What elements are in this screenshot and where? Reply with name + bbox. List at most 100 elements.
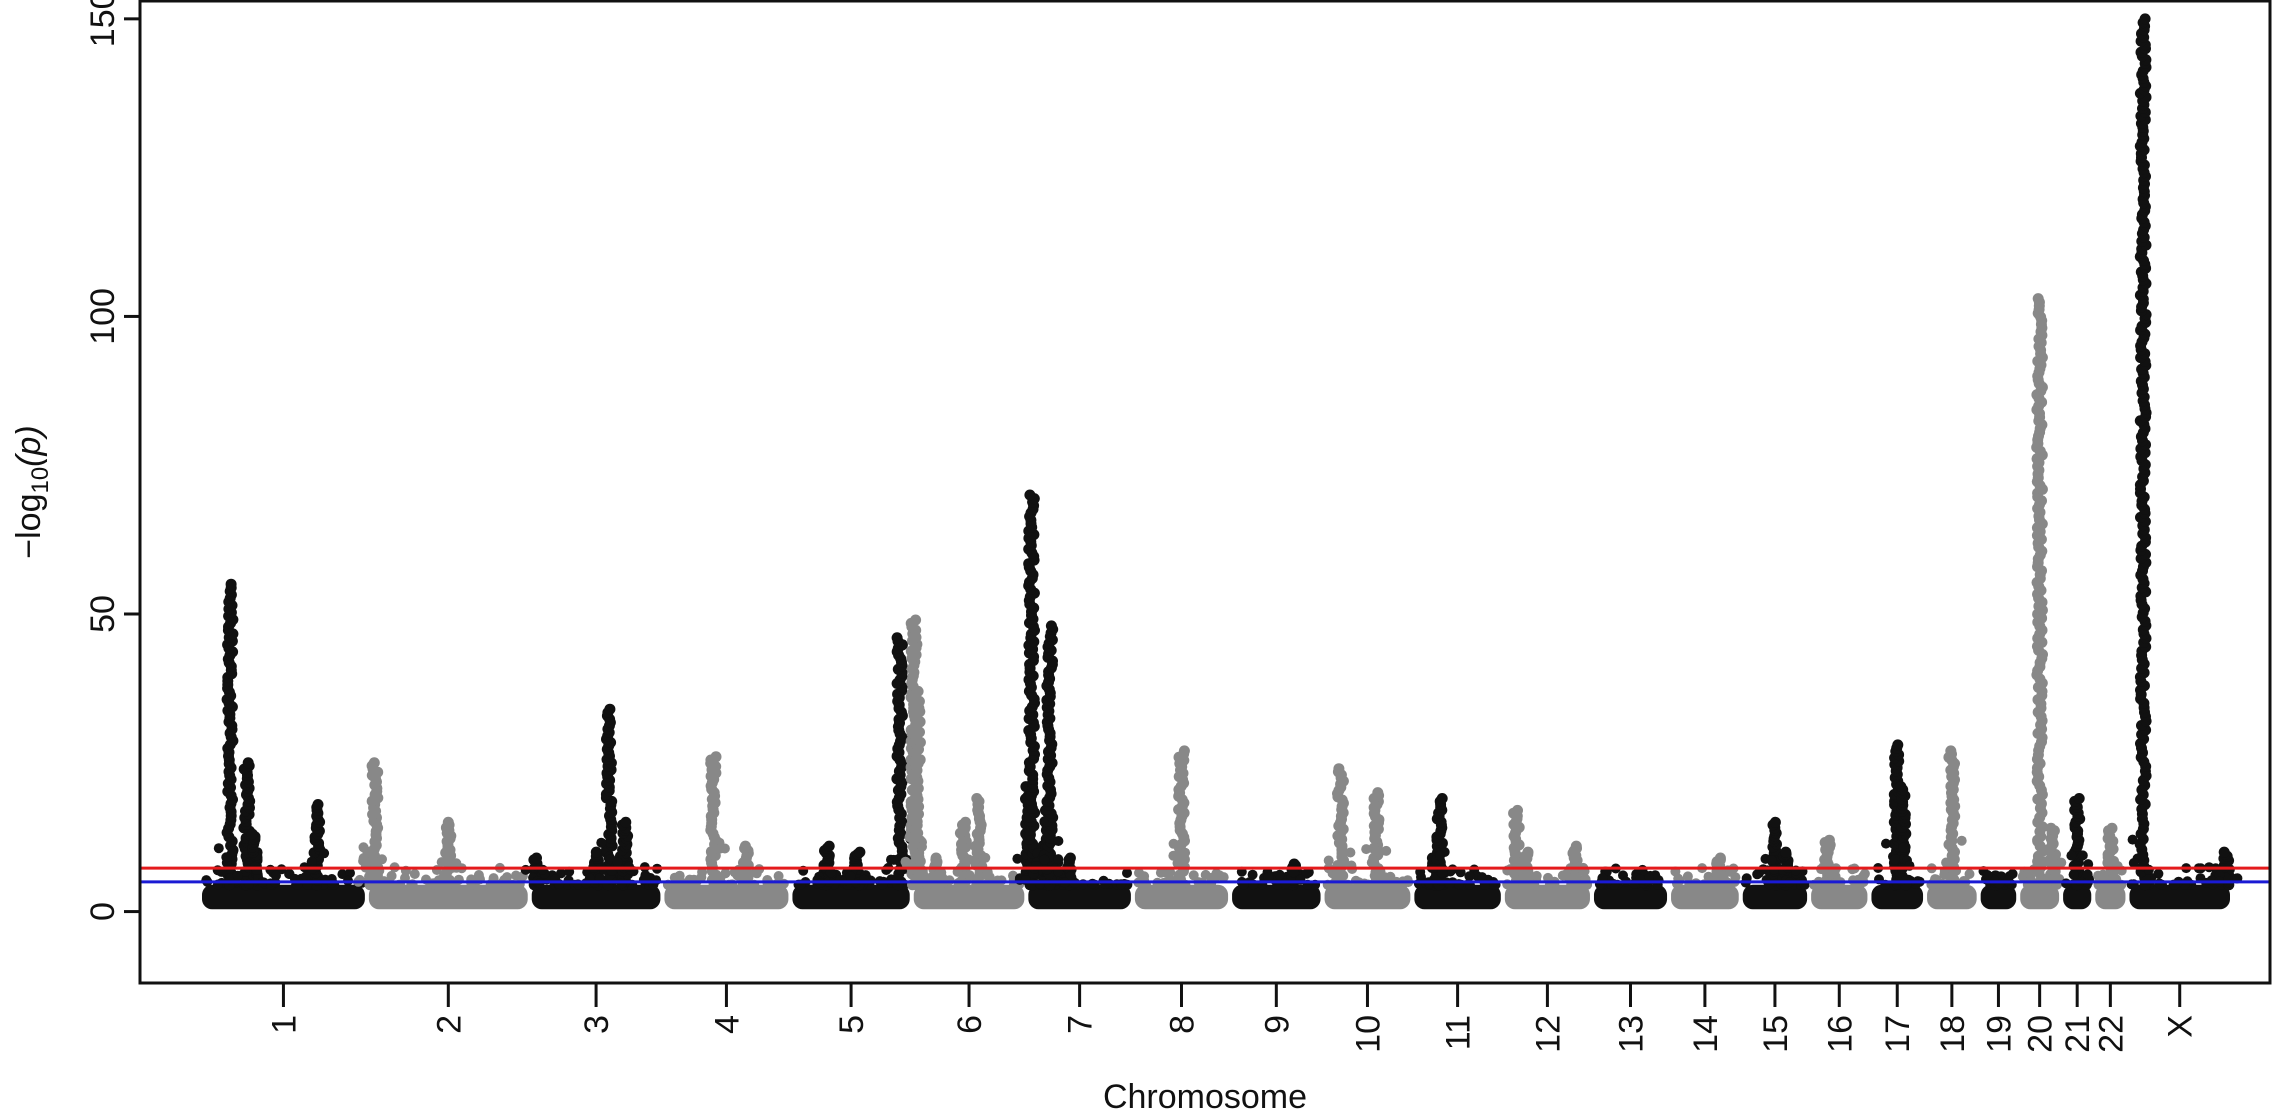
- peak-neighbor-point: [969, 855, 980, 866]
- x-tick-label: 21: [2059, 1015, 2097, 1053]
- peak-neighbor-point: [1053, 854, 1064, 865]
- peak-neighbor-point: [2082, 869, 2093, 880]
- peak-point: [1045, 620, 1057, 632]
- peak-point: [1178, 745, 1190, 757]
- snp-point: [1247, 869, 1258, 880]
- peak-neighbor-point: [1371, 846, 1382, 857]
- peak-point: [854, 846, 866, 858]
- peak-neighbor-point: [1509, 854, 1520, 865]
- peak-neighbor-point: [1323, 855, 1334, 866]
- chromosome-points-13: [1593, 863, 1668, 910]
- chromosome-points-4: [662, 751, 789, 910]
- peak-neighbor-point: [1435, 850, 1445, 861]
- baseline-band-13: [1593, 884, 1668, 910]
- peak-neighbor-point: [720, 868, 731, 879]
- chromosome-points-11: [1413, 793, 1501, 910]
- peak-neighbor-point: [980, 852, 991, 863]
- peak-neighbor-point: [888, 854, 899, 865]
- peak-point: [620, 816, 632, 828]
- peak-neighbor-point: [1168, 850, 1179, 861]
- peak-neighbor-point: [1165, 867, 1176, 878]
- peak-neighbor-point: [1370, 872, 1381, 883]
- peak-neighbor-point: [2143, 864, 2154, 875]
- peak-neighbor-point: [1982, 870, 1993, 880]
- chromosome-points-2: [353, 757, 528, 910]
- snp-point: [271, 870, 281, 881]
- baseline-band-1: [202, 884, 365, 910]
- chromosome-points-16: [1809, 834, 1870, 910]
- snp-point: [1122, 868, 1132, 878]
- peak-neighbor-point: [1766, 855, 1777, 866]
- y-axis-title-prefix: −log: [10, 494, 48, 559]
- chromosome-points-20: [2017, 293, 2067, 910]
- chromosome-points-18: [1926, 745, 1977, 910]
- peak-point: [2073, 793, 2085, 804]
- peak-neighbor-point: [733, 864, 744, 875]
- peak-neighbor-point: [1881, 838, 1891, 849]
- peak-neighbor-point: [751, 868, 762, 879]
- snp-point: [1207, 872, 1217, 883]
- peak-neighbor-point: [2025, 875, 2036, 886]
- chromosome-points-22: [2093, 822, 2127, 910]
- x-tick-label: 13: [1613, 1015, 1651, 1053]
- peak-neighbor-point: [825, 867, 836, 878]
- baseline-band-9: [1232, 884, 1321, 910]
- peak-neighbor-point: [706, 849, 717, 860]
- baseline-band-14: [1671, 884, 1739, 910]
- baseline-band-4: [664, 884, 789, 910]
- peak-neighbor-point: [1053, 836, 1064, 846]
- chromosome-points-X: [2126, 13, 2243, 910]
- peak-point: [1895, 781, 1907, 793]
- x-tick-label: 15: [1757, 1015, 1795, 1053]
- peak-point: [910, 614, 922, 626]
- chromosome-points-21: [2061, 793, 2095, 910]
- baseline-band-8: [1134, 884, 1229, 910]
- snp-point: [409, 869, 420, 879]
- snp-point: [1263, 872, 1274, 883]
- peak-point: [312, 799, 324, 810]
- peak-neighbor-point: [1557, 870, 1568, 881]
- snp-point: [201, 875, 212, 886]
- peak-neighbor-point: [436, 857, 447, 868]
- baseline-band-17: [1871, 884, 1924, 910]
- peak-neighbor-point: [358, 842, 369, 853]
- baseline-band-12: [1504, 884, 1590, 910]
- snp-point: [1964, 869, 1975, 879]
- peak-neighbor-point: [2032, 834, 2043, 845]
- chromosome-points-17: [1871, 739, 1925, 910]
- peak-neighbor-point: [1280, 878, 1291, 889]
- baseline-band-18: [1927, 884, 1977, 910]
- snp-point: [1274, 869, 1285, 880]
- snp-point: [1087, 878, 1098, 889]
- chromosome-points-5: [792, 632, 916, 910]
- peak-point: [739, 840, 751, 852]
- snp-point: [1464, 871, 1475, 882]
- peak-point: [246, 828, 258, 840]
- x-tick-label: 5: [833, 1015, 871, 1034]
- peak-neighbor-point: [537, 864, 548, 875]
- peak-neighbor-point: [1939, 869, 1950, 880]
- peak-neighbor-point: [1366, 857, 1377, 868]
- peak-neighbor-point: [2066, 850, 2077, 861]
- peak-point: [1372, 787, 1384, 799]
- peak-neighbor-point: [1941, 857, 1952, 868]
- peak-neighbor-point: [2128, 858, 2139, 868]
- peak-point: [1512, 804, 1523, 816]
- peak-neighbor-point: [1956, 835, 1967, 846]
- snp-point: [2061, 878, 2072, 889]
- y-tick-label: 150: [84, 0, 122, 47]
- chromosome-points-6: [900, 614, 1025, 910]
- snp-point: [1218, 872, 1229, 883]
- snp-point: [1682, 871, 1693, 882]
- x-tick-label: 18: [1934, 1015, 1972, 1053]
- snp-point: [1455, 867, 1466, 878]
- chromosome-points-1: [201, 578, 368, 910]
- plot-frame: [138, 0, 2272, 985]
- peak-neighbor-point: [1012, 853, 1023, 864]
- baseline-band-5: [792, 884, 910, 910]
- baseline-band-3: [531, 884, 661, 910]
- peak-neighbor-point: [2127, 834, 2138, 845]
- peak-neighbor-point: [444, 874, 455, 885]
- peak-point: [368, 757, 380, 769]
